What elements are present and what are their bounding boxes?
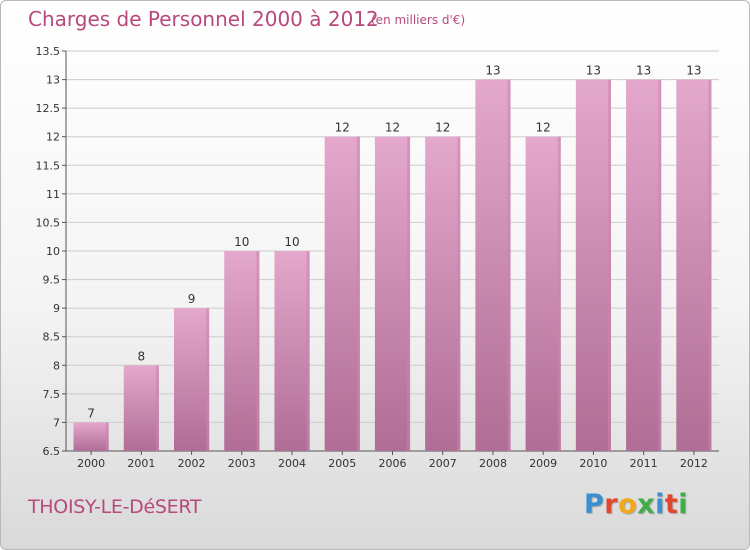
value-label: 10	[234, 235, 249, 249]
bar-2000	[73, 422, 109, 451]
value-label: 13	[636, 64, 651, 78]
bars	[73, 79, 712, 452]
logo-letter: r	[604, 489, 619, 520]
value-label: 12	[435, 121, 450, 135]
value-label: 13	[485, 64, 500, 78]
bar-edge	[457, 136, 461, 451]
x-tick-label: 2011	[630, 457, 658, 470]
logo-letter: x	[637, 489, 656, 520]
value-label: 12	[536, 121, 551, 135]
x-tick-label: 2009	[529, 457, 557, 470]
bar-2005	[324, 136, 360, 451]
logo-letter: i	[678, 489, 689, 520]
bar-2006	[374, 136, 411, 451]
y-tick-label: 10	[46, 245, 60, 258]
city-name: THOISY-LE-DéSERT	[28, 496, 202, 518]
x-tick-label: 2007	[429, 457, 457, 470]
value-labels: 7 8 9 10 10 12 12 12 13 12 13 13 13	[87, 64, 701, 421]
bar-edge	[306, 251, 310, 451]
value-label: 12	[385, 121, 400, 135]
bar-edge	[155, 365, 159, 451]
y-tick-label: 11	[46, 188, 60, 201]
bar-2010	[575, 79, 612, 452]
bar-2007	[425, 136, 461, 451]
bar-edge	[256, 251, 260, 451]
bar-edge	[658, 79, 662, 452]
x-tick-label: 2008	[479, 457, 507, 470]
y-tick-label: 8	[53, 359, 60, 372]
value-label: 12	[335, 121, 350, 135]
x-tick-label: 2001	[127, 457, 155, 470]
x-tick-label: 2004	[278, 457, 306, 470]
bar-edge	[105, 422, 109, 451]
bar-2004	[274, 251, 310, 451]
bar-2001	[123, 365, 159, 451]
x-tick-label: 2010	[579, 457, 607, 470]
bar-2012	[676, 79, 712, 452]
bar-2011	[626, 79, 662, 452]
y-tick-label: 7.5	[43, 388, 61, 401]
y-tick-label: 8.5	[43, 331, 61, 344]
x-tick-label: 2003	[228, 457, 256, 470]
bar-edge	[407, 136, 411, 451]
y-tick-label: 9.5	[43, 274, 61, 287]
bar-2008	[475, 79, 511, 452]
y-tick-label: 6.5	[43, 445, 61, 458]
y-tick-label: 12	[46, 131, 60, 144]
x-tick-labels: 2000 2001 2002 2003 2004 2005 2006 2007 2008 2009…	[77, 457, 708, 470]
x-tick-label: 2012	[680, 457, 708, 470]
logo-letter: t	[664, 489, 679, 520]
y-tick-label: 13.5	[36, 45, 61, 58]
y-tick-labels: 6.5 7 7.5 8 8.5 9 9.5 10 10.5 11 11.5 12 12.5 13 13.5	[36, 45, 61, 458]
bar-edge	[206, 308, 210, 451]
logo-letter: P	[584, 489, 605, 520]
bar-2009	[525, 136, 561, 451]
y-tick-label: 10.5	[36, 216, 61, 229]
bar-edge	[507, 79, 511, 452]
y-tick-label: 11.5	[36, 159, 61, 172]
chart-unit-note: (en milliers d'€)	[371, 13, 466, 27]
bar-edge	[356, 136, 360, 451]
x-tick-label: 2002	[178, 457, 206, 470]
y-tick-label: 7	[53, 416, 60, 429]
value-label: 10	[284, 235, 299, 249]
x-tick-label: 2000	[77, 457, 105, 470]
value-label: 13	[586, 64, 601, 78]
x-tick-label: 2006	[379, 457, 407, 470]
bar-edge	[708, 79, 712, 452]
y-tick-label: 12.5	[36, 102, 61, 115]
value-label: 7	[87, 406, 95, 420]
value-label: 13	[686, 64, 701, 78]
x-tick-label: 2005	[328, 457, 356, 470]
value-label: 8	[138, 349, 146, 363]
chart-title: Charges de Personnel 2000 à 2012	[28, 7, 379, 31]
logo-letter: o	[618, 489, 638, 520]
bar-edge	[608, 79, 612, 452]
bar-2003	[224, 251, 260, 451]
y-tick-label: 13	[46, 74, 60, 87]
bar-edge	[557, 136, 561, 451]
value-label: 9	[188, 292, 196, 306]
proxiti-logo: Proxiti	[584, 489, 688, 520]
bar-2002	[173, 308, 210, 451]
logo-letter: i	[655, 489, 665, 520]
y-tick-label: 9	[53, 302, 60, 315]
